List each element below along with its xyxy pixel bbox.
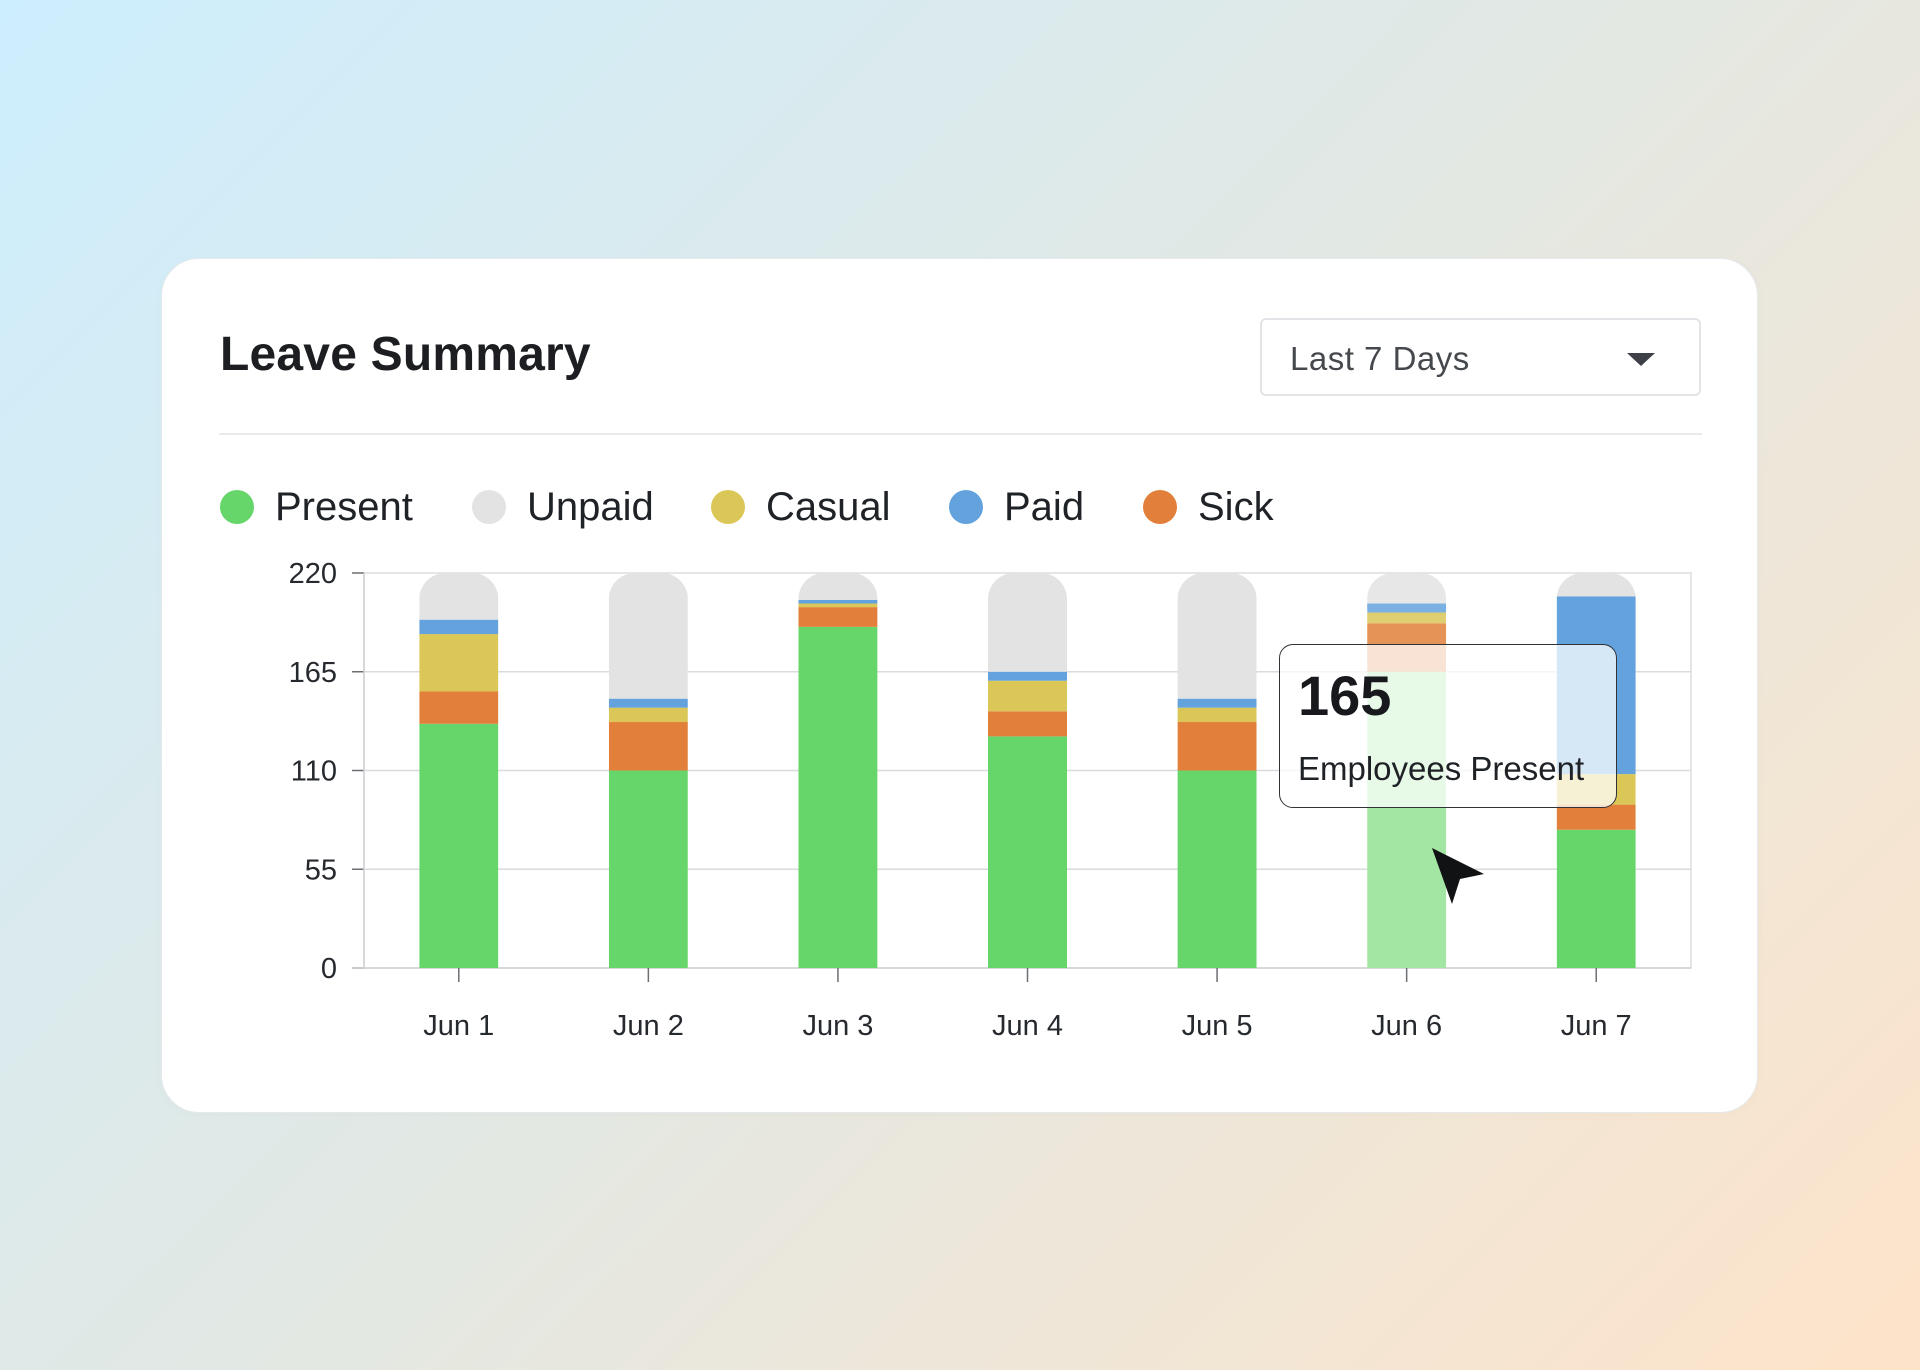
y-tick-label: 220 bbox=[289, 558, 337, 590]
bar-segment-sick-jun-5[interactable] bbox=[1177, 722, 1257, 771]
x-tick-label: Jun 2 bbox=[613, 1010, 684, 1042]
bar-segment-unpaid-jun-4[interactable] bbox=[988, 573, 1067, 672]
leave-summary-card: Leave Summary Last 7 Days Present Unpaid… bbox=[161, 258, 1758, 1113]
date-range-selected: Last 7 Days bbox=[1290, 340, 1470, 377]
y-tick-label: 0 bbox=[321, 953, 337, 985]
bar-segment-unpaid-jun-7[interactable] bbox=[1556, 573, 1636, 597]
bar-segment-paid-jun-6[interactable] bbox=[1367, 603, 1447, 613]
legend-dot-casual bbox=[711, 490, 745, 524]
bar-segment-present-jun-4[interactable] bbox=[988, 736, 1067, 968]
legend-dot-unpaid bbox=[472, 490, 506, 524]
x-tick-label: Jun 7 bbox=[1561, 1010, 1632, 1042]
bar-segment-sick-jun-3[interactable] bbox=[798, 607, 878, 627]
legend-label-sick: Sick bbox=[1198, 485, 1274, 529]
legend-label-unpaid: Unpaid bbox=[527, 485, 654, 529]
bar-segment-casual-jun-1[interactable] bbox=[419, 634, 499, 692]
legend-label-present: Present bbox=[275, 485, 413, 529]
y-tick-label: 165 bbox=[289, 657, 337, 689]
bar-segment-paid-jun-1[interactable] bbox=[419, 619, 499, 635]
date-range-dropdown[interactable]: Last 7 Days bbox=[1260, 318, 1701, 396]
mouse-pointer-icon bbox=[1432, 848, 1484, 904]
x-tick-label: Jun 3 bbox=[802, 1010, 873, 1042]
y-tick-label: 55 bbox=[305, 854, 337, 886]
x-tick-label: Jun 4 bbox=[992, 1010, 1063, 1042]
bar-segment-casual-jun-6[interactable] bbox=[1367, 612, 1447, 624]
legend-dot-sick bbox=[1143, 490, 1177, 524]
header-divider bbox=[219, 433, 1702, 435]
bar-segment-sick-jun-4[interactable] bbox=[988, 711, 1067, 737]
bar-segment-present-jun-2[interactable] bbox=[608, 770, 688, 969]
bar-segment-unpaid-jun-3[interactable] bbox=[798, 573, 878, 600]
tooltip-caption: Employees Present bbox=[1298, 750, 1585, 787]
bar-tooltip: 165 Employees Present bbox=[1279, 644, 1617, 808]
bar-segment-paid-jun-3[interactable] bbox=[798, 599, 878, 604]
bar-jun-3 bbox=[798, 573, 878, 968]
chevron-down-icon bbox=[1627, 353, 1655, 366]
bar-jun-4 bbox=[988, 573, 1067, 968]
bar-jun-5 bbox=[1177, 573, 1257, 969]
bar-segment-unpaid-jun-2[interactable] bbox=[608, 573, 688, 699]
legend-dot-paid bbox=[949, 490, 983, 524]
bar-segment-present-jun-1[interactable] bbox=[419, 723, 499, 968]
bar-jun-2 bbox=[608, 573, 688, 969]
bar-segment-sick-jun-1[interactable] bbox=[419, 691, 499, 724]
bar-segment-sick-jun-2[interactable] bbox=[608, 722, 688, 771]
bar-segment-paid-jun-2[interactable] bbox=[608, 698, 688, 708]
legend-label-casual: Casual bbox=[766, 485, 891, 529]
bar-segment-present-jun-5[interactable] bbox=[1177, 770, 1257, 969]
x-tick-label: Jun 6 bbox=[1371, 1010, 1442, 1042]
legend-label-paid: Paid bbox=[1004, 485, 1085, 529]
bar-segment-paid-jun-5[interactable] bbox=[1177, 698, 1257, 708]
y-tick-label: 110 bbox=[291, 756, 337, 788]
x-tick-label: Jun 5 bbox=[1182, 1010, 1253, 1042]
bar-segment-sick-jun-7[interactable] bbox=[1556, 804, 1636, 830]
bar-segment-casual-jun-4[interactable] bbox=[988, 680, 1067, 712]
bar-segment-unpaid-jun-5[interactable] bbox=[1177, 573, 1257, 699]
bar-segment-casual-jun-5[interactable] bbox=[1177, 707, 1257, 723]
tooltip-value: 165 bbox=[1298, 664, 1392, 727]
legend-dot-present bbox=[220, 490, 254, 524]
x-tick-label: Jun 1 bbox=[423, 1010, 494, 1042]
bar-segment-present-jun-3[interactable] bbox=[798, 626, 878, 968]
bar-segment-present-jun-7[interactable] bbox=[1556, 829, 1636, 968]
bar-jun-1 bbox=[419, 573, 499, 968]
bar-segment-casual-jun-2[interactable] bbox=[608, 707, 688, 723]
bar-segment-casual-jun-3[interactable] bbox=[798, 603, 878, 608]
bar-segment-unpaid-jun-1[interactable] bbox=[419, 573, 499, 620]
bar-segment-unpaid-jun-6[interactable] bbox=[1367, 573, 1447, 604]
card-title: Leave Summary bbox=[220, 328, 591, 381]
bar-segment-paid-jun-4[interactable] bbox=[988, 671, 1067, 681]
